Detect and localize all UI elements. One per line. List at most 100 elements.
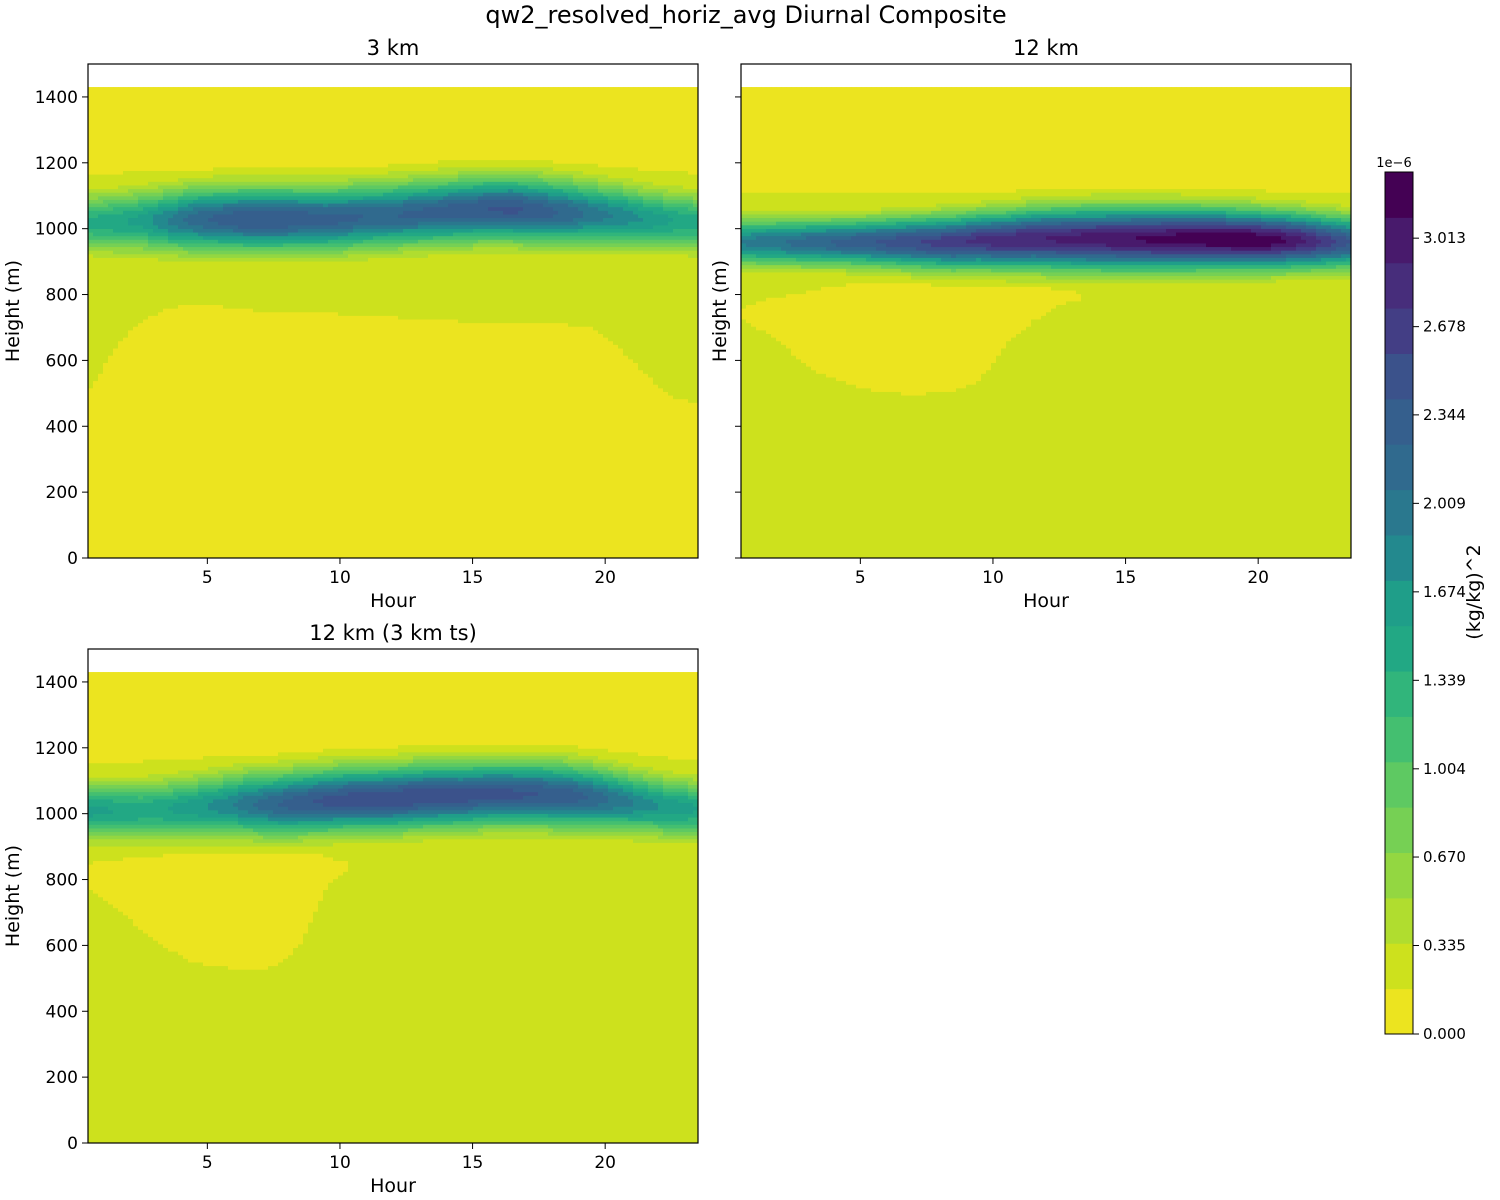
contour-cell — [756, 221, 762, 226]
contour-cell — [143, 228, 149, 233]
contour-cell — [766, 260, 772, 266]
contour-cell — [633, 188, 639, 193]
contour-cell — [1211, 199, 1217, 204]
contour-cell — [926, 206, 932, 211]
contour-cell — [986, 253, 992, 258]
contour-cell — [278, 311, 284, 558]
contour-cell — [1086, 246, 1092, 251]
contour-cell — [493, 159, 499, 168]
contour-cell — [831, 217, 837, 222]
contour-cell — [523, 235, 529, 240]
contour-cell — [193, 257, 199, 262]
contour-cell — [523, 217, 529, 222]
contour-cell — [891, 217, 897, 222]
contour-cell — [856, 192, 862, 211]
contour-cell — [293, 224, 299, 233]
contour-cell — [633, 250, 639, 255]
contour-cell — [348, 253, 354, 262]
contour-cell — [298, 228, 304, 233]
contour-cell — [313, 174, 319, 182]
contour-cell — [578, 181, 584, 186]
contour-cell — [333, 250, 339, 255]
contour-cell — [1041, 260, 1047, 266]
contour-cell — [1151, 246, 1157, 251]
contour-cell — [1146, 221, 1152, 226]
contour-cell — [353, 221, 359, 226]
contour-cell — [373, 192, 379, 197]
contour-cell — [1016, 87, 1022, 190]
contour-cell — [976, 87, 982, 193]
contour-cell — [946, 253, 952, 258]
contour-cell — [1096, 257, 1102, 262]
contour-cell — [1091, 253, 1097, 258]
contour-cell — [1186, 210, 1192, 215]
contour-cell — [513, 235, 519, 240]
contour-cell — [178, 206, 184, 211]
contour-cell — [418, 318, 424, 558]
contour-cell — [1211, 246, 1217, 251]
contour-cell — [108, 192, 114, 197]
contour-cell — [273, 199, 279, 204]
contour-cell — [986, 257, 992, 262]
contour-cell — [578, 202, 584, 211]
contour-cell — [841, 286, 847, 382]
contour-cell — [653, 242, 659, 248]
contour-cell — [263, 235, 269, 240]
contour-cell — [693, 206, 698, 211]
contour-cell — [453, 250, 459, 255]
contour-cell — [693, 235, 698, 240]
contour-cell — [816, 260, 822, 266]
contour-cell — [608, 235, 614, 240]
contour-cell — [103, 246, 109, 251]
contour-cell — [801, 210, 807, 215]
contour-cell — [1176, 202, 1182, 208]
contour-cell — [1111, 271, 1117, 277]
contour-cell — [1151, 275, 1157, 280]
contour-cell — [568, 242, 574, 248]
contour-cell — [618, 202, 624, 208]
contour-cell — [1071, 228, 1077, 237]
contour-cell — [473, 184, 479, 190]
contour-cell — [1051, 308, 1057, 558]
contour-cell — [458, 253, 464, 324]
contour-cell — [313, 87, 319, 168]
contour-cell — [1026, 264, 1032, 269]
contour-cell — [583, 174, 589, 179]
contour-cell — [303, 260, 309, 313]
contour-cell — [1116, 217, 1122, 222]
contour-cell — [463, 242, 469, 248]
contour-cell — [118, 235, 124, 240]
contour-cell — [608, 202, 614, 208]
contour-cell — [498, 217, 504, 222]
contour-cell — [1126, 279, 1132, 284]
contour-cell — [263, 87, 269, 168]
contour-cell — [906, 246, 912, 251]
contour-cell — [518, 192, 524, 197]
contour-cell — [273, 311, 279, 558]
contour-cell — [1056, 279, 1062, 284]
contour-cell — [433, 224, 439, 229]
contour-cell — [213, 174, 219, 182]
contour-cell — [1031, 87, 1037, 190]
contour-cell — [1151, 253, 1157, 258]
contour-cell — [538, 217, 544, 222]
contour-cell — [1061, 202, 1067, 208]
contour-cell — [353, 260, 359, 316]
contour-cell — [866, 260, 872, 266]
contour-cell — [128, 87, 134, 171]
contour-cell — [1046, 275, 1052, 280]
contour-cell — [433, 221, 439, 226]
contour-cell — [1016, 260, 1022, 266]
contour-cell — [1031, 213, 1037, 219]
contour-cell — [288, 235, 294, 240]
contour-cell — [1146, 264, 1152, 269]
contour-cell — [118, 199, 124, 204]
contour-cell — [418, 177, 424, 182]
contour-cell — [88, 239, 94, 244]
contour-cell — [203, 170, 209, 179]
contour-cell — [533, 242, 539, 248]
contour-cell — [163, 206, 169, 211]
contour-cell — [806, 231, 812, 237]
contour-cell — [648, 181, 654, 190]
contour-cell — [438, 188, 444, 193]
